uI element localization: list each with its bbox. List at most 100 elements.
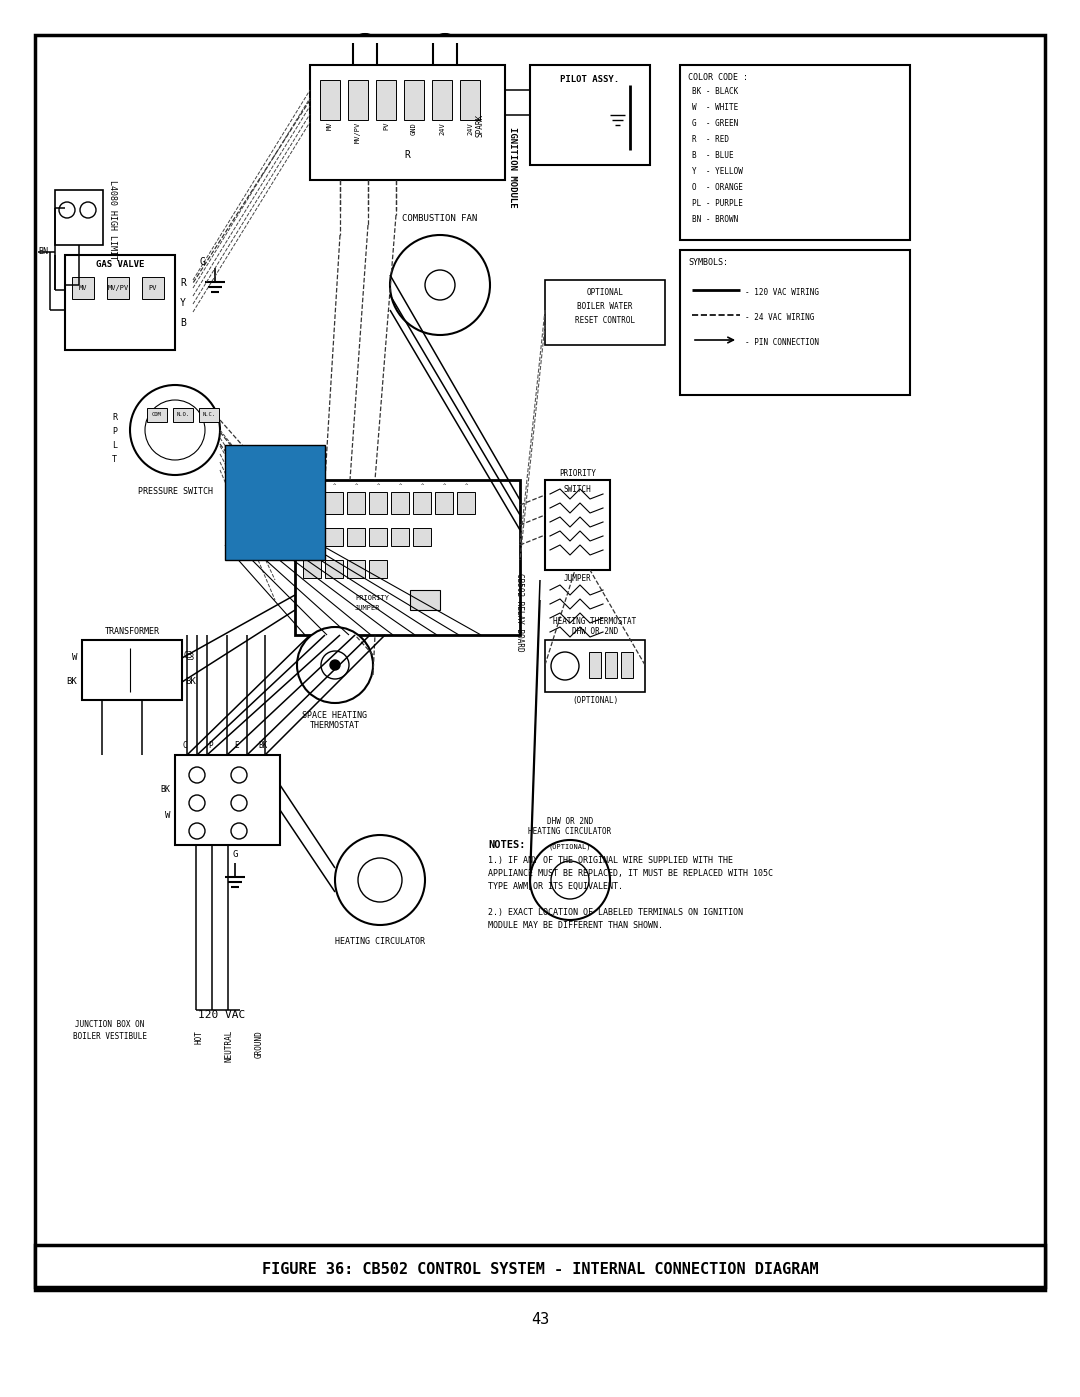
Bar	[303, 528, 321, 546]
Bar	[310, 66, 505, 180]
Text: PRIORITY: PRIORITY	[559, 469, 596, 478]
Text: ^: ^	[354, 483, 357, 488]
Text: P: P	[112, 427, 117, 436]
Text: N.C.: N.C.	[203, 412, 216, 418]
Text: BK: BK	[258, 740, 268, 750]
Text: N.O.: N.O.	[176, 412, 189, 418]
Text: 24V: 24V	[438, 122, 445, 134]
Text: R  - RED: R - RED	[692, 136, 729, 144]
Circle shape	[189, 767, 205, 782]
Bar	[35, 35, 1045, 1289]
Text: JUMPER: JUMPER	[564, 574, 592, 583]
Bar	[325, 560, 343, 578]
Text: HEATING THERMOSTAT: HEATING THERMOSTAT	[553, 617, 636, 626]
Circle shape	[530, 840, 610, 921]
Text: (OPTIONAL): (OPTIONAL)	[572, 696, 618, 705]
Text: IGNITION MODULE: IGNITION MODULE	[508, 127, 517, 208]
Circle shape	[231, 823, 247, 840]
Bar	[680, 250, 910, 395]
Text: FIGURE 36: CB502 CONTROL SYSTEM - INTERNAL CONNECTION DIAGRAM: FIGURE 36: CB502 CONTROL SYSTEM - INTERN…	[261, 1263, 819, 1277]
Bar	[303, 492, 321, 514]
Text: MV: MV	[79, 285, 87, 291]
Text: 1.) IF ANY OF THE ORIGINAL WIRE SUPPLIED WITH THE: 1.) IF ANY OF THE ORIGINAL WIRE SUPPLIED…	[488, 856, 733, 865]
Text: SWITCH: SWITCH	[564, 485, 592, 495]
Text: R: R	[404, 149, 410, 161]
Text: ^: ^	[464, 483, 468, 488]
Text: B: B	[180, 319, 186, 328]
Text: L: L	[112, 441, 117, 450]
Bar	[432, 80, 453, 120]
Text: PILOT ASSY.: PILOT ASSY.	[561, 75, 620, 84]
Bar	[225, 446, 325, 560]
Bar	[391, 492, 409, 514]
Circle shape	[330, 659, 340, 671]
Text: 120 VAC: 120 VAC	[199, 1010, 245, 1020]
Circle shape	[321, 651, 349, 679]
Circle shape	[297, 627, 373, 703]
Text: W: W	[164, 810, 170, 820]
Circle shape	[80, 203, 96, 218]
Circle shape	[335, 835, 426, 925]
Text: - PIN CONNECTION: - PIN CONNECTION	[745, 338, 819, 346]
Text: 2.) EXACT LOCATION OF LABELED TERMINALS ON IGNITION: 2.) EXACT LOCATION OF LABELED TERMINALS …	[488, 908, 743, 916]
Text: R: R	[180, 278, 186, 288]
Bar	[325, 528, 343, 546]
Text: ^: ^	[333, 483, 336, 488]
Bar	[376, 80, 396, 120]
Text: ^: ^	[310, 483, 313, 488]
Bar	[545, 481, 610, 570]
Circle shape	[130, 386, 220, 475]
Text: MV/PV: MV/PV	[107, 285, 129, 291]
Bar	[347, 492, 365, 514]
Text: T: T	[112, 455, 117, 464]
Bar	[303, 560, 321, 578]
Bar	[589, 652, 600, 678]
Text: GND: GND	[411, 122, 417, 134]
Text: CB502 RELAY BOARD: CB502 RELAY BOARD	[515, 573, 524, 652]
Text: ^: ^	[443, 483, 446, 488]
Circle shape	[551, 861, 589, 900]
Bar	[369, 528, 387, 546]
Circle shape	[59, 203, 75, 218]
Text: HOT: HOT	[195, 1030, 204, 1044]
Text: Y  - YELLOW: Y - YELLOW	[692, 168, 743, 176]
Text: G: G	[199, 257, 205, 267]
Bar	[347, 560, 365, 578]
Text: - 120 VAC WIRING: - 120 VAC WIRING	[745, 288, 819, 298]
Circle shape	[145, 400, 205, 460]
Text: PRIORITY: PRIORITY	[355, 595, 389, 601]
Text: BOILER VESTIBULE: BOILER VESTIBULE	[73, 1032, 147, 1041]
Bar	[410, 590, 440, 610]
Bar	[413, 492, 431, 514]
Text: P: P	[208, 740, 214, 750]
Bar	[347, 528, 365, 546]
Text: B  - BLUE: B - BLUE	[692, 151, 733, 161]
Bar	[680, 66, 910, 240]
Bar	[199, 408, 219, 422]
Bar	[325, 492, 343, 514]
Text: C3: C3	[184, 651, 193, 659]
Bar	[413, 528, 431, 546]
Text: ^: ^	[376, 483, 380, 488]
Bar	[457, 492, 475, 514]
Text: BK: BK	[66, 678, 77, 686]
Text: G  - GREEN: G - GREEN	[692, 119, 739, 129]
Text: BK - BLACK: BK - BLACK	[692, 87, 739, 96]
Text: BOILER WATER: BOILER WATER	[577, 302, 633, 312]
Text: ^: ^	[399, 483, 402, 488]
Text: NEUTRAL: NEUTRAL	[225, 1030, 234, 1062]
Circle shape	[231, 767, 247, 782]
Text: MODULE MAY BE DIFFERENT THAN SHOWN.: MODULE MAY BE DIFFERENT THAN SHOWN.	[488, 921, 663, 930]
Circle shape	[189, 795, 205, 812]
Bar	[35, 1245, 1045, 1287]
Text: PL - PURPLE: PL - PURPLE	[692, 198, 743, 208]
Text: HEATING CIRCULATOR: HEATING CIRCULATOR	[528, 827, 611, 835]
Bar	[147, 408, 167, 422]
Bar	[173, 408, 193, 422]
Text: JUNCTION BOX ON: JUNCTION BOX ON	[76, 1020, 145, 1030]
Text: SYMBOLS:: SYMBOLS:	[688, 258, 728, 267]
Text: BK: BK	[185, 678, 195, 686]
Bar	[391, 528, 409, 546]
Text: MV: MV	[327, 122, 333, 130]
Text: SPARK: SPARK	[475, 113, 485, 137]
